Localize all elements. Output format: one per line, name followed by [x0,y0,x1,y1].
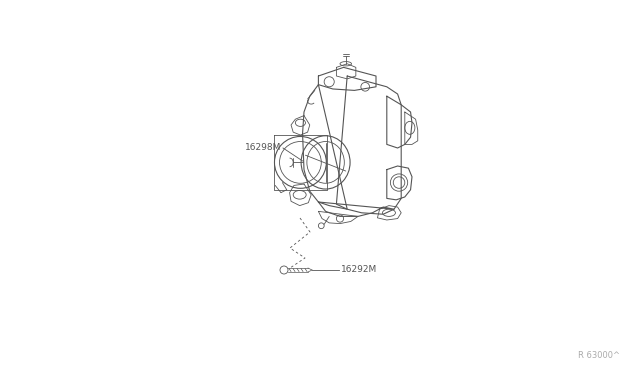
Text: 16298M: 16298M [245,144,282,153]
Text: 16292M: 16292M [341,266,377,275]
Text: R 63000^: R 63000^ [578,351,620,360]
